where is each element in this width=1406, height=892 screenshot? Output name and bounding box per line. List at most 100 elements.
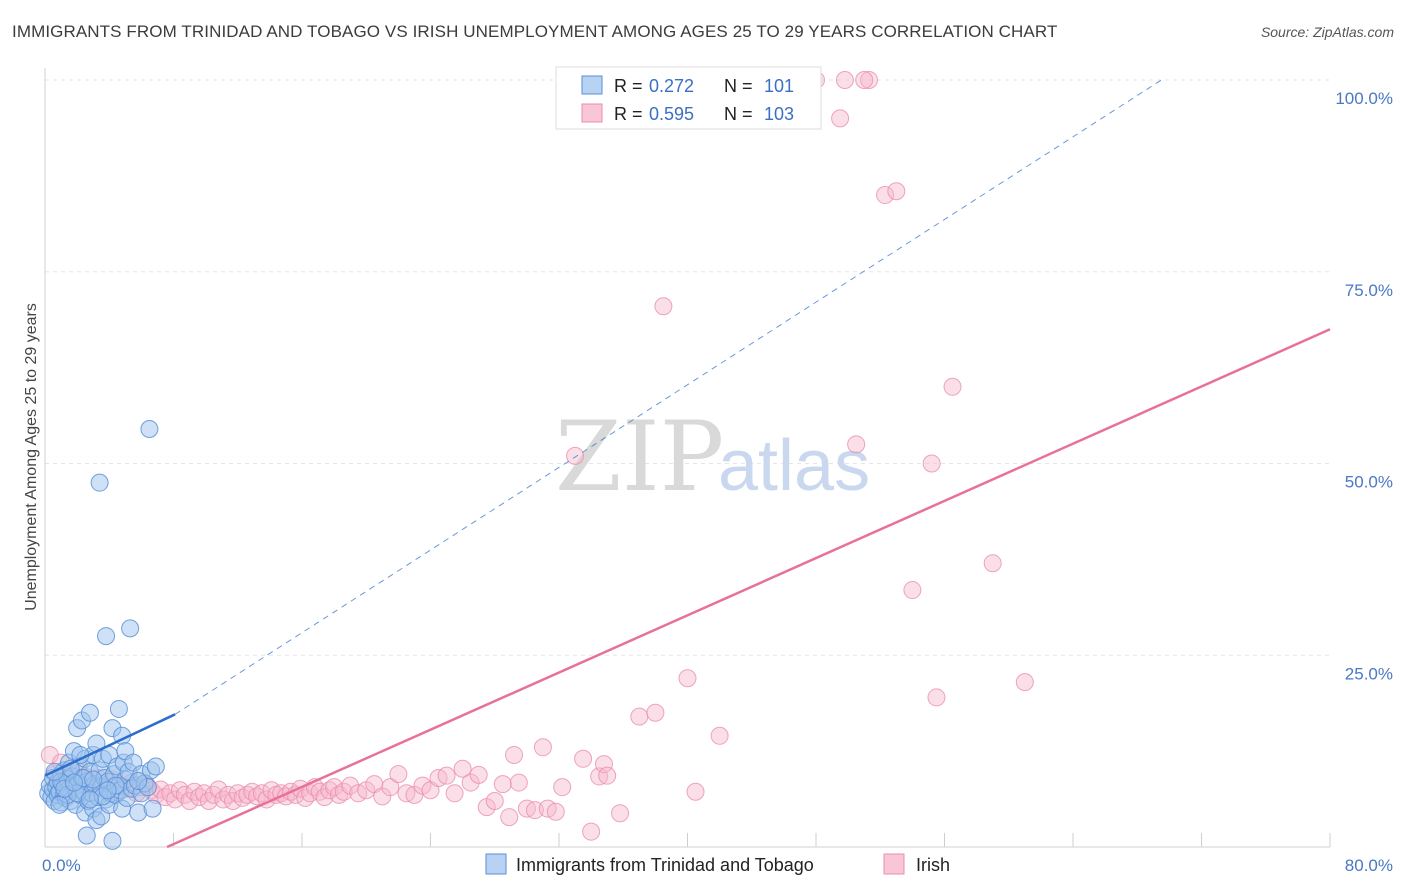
x-tick-label-1: 80.0%: [1345, 856, 1393, 875]
source-label: Source: ZipAtlas.com: [1260, 24, 1394, 40]
point-irish-92: [566, 446, 585, 465]
legend-r-value-2: 0.595: [649, 104, 694, 124]
point-irish-108: [847, 435, 866, 454]
legend-n-label-2: N =: [724, 104, 753, 124]
point-irish-55: [301, 784, 320, 803]
point-irish-106: [831, 109, 850, 128]
point-irish-109: [860, 71, 879, 89]
point-irish-103: [686, 782, 705, 801]
point-trinidad-98: [80, 790, 99, 809]
point-irish-69: [389, 765, 408, 784]
point-irish-68: [381, 778, 400, 797]
trend-irish: [166, 328, 1331, 849]
series-legend-label-irish: Irish: [916, 855, 950, 875]
point-irish-45: [252, 784, 271, 803]
trend-trinidad-extension: [174, 79, 1162, 715]
point-trinidad-36: [80, 703, 99, 722]
legend-n-value-2: 103: [764, 104, 794, 124]
point-irish-98: [611, 804, 630, 823]
point-irish-87: [525, 801, 544, 820]
point-irish-96: [594, 755, 613, 774]
point-irish-82: [493, 775, 512, 794]
point-irish-38: [219, 785, 238, 804]
point-irish-101: [654, 297, 673, 316]
point-irish-99: [630, 707, 649, 726]
point-irish-111: [887, 182, 906, 201]
point-irish-115: [943, 377, 962, 396]
series-legend-swatch-irish: [883, 853, 905, 875]
point-irish-41: [233, 788, 252, 807]
trend-lines: [44, 79, 1331, 849]
point-trinidad-83: [146, 757, 165, 776]
point-irish-114: [927, 688, 946, 707]
point-irish-118: [855, 71, 874, 89]
point-irish-31: [185, 782, 204, 801]
point-irish-30: [180, 791, 199, 810]
point-irish-34: [199, 791, 218, 810]
point-irish-29: [175, 785, 194, 804]
trend-trinidad: [44, 713, 176, 777]
point-trinidad-80: [140, 419, 159, 438]
point-trinidad-51: [97, 627, 116, 646]
point-irish-112: [903, 581, 922, 600]
point-trinidad-90: [50, 795, 69, 814]
point-irish-57: [310, 782, 329, 801]
point-irish-104: [710, 726, 729, 745]
legend-swatch-pink: [581, 103, 603, 123]
point-irish-27: [166, 790, 185, 809]
legend-swatch-blue: [581, 75, 603, 95]
correlation-legend: R = 0.272 N = 101 R = 0.595 N = 103: [555, 66, 822, 130]
point-irish-59: [320, 781, 339, 800]
point-irish-110: [876, 186, 895, 205]
x-tick-label-0: 0.0%: [42, 856, 81, 875]
series-legend-label-trinidad: Immigrants from Trinidad and Tobago: [516, 855, 814, 875]
legend-n-value-1: 101: [764, 76, 794, 96]
point-irish-93: [574, 749, 593, 768]
point-irish-100: [646, 703, 665, 722]
chart-title: IMMIGRANTS FROM TRINIDAD AND TOBAGO VS I…: [12, 22, 1058, 41]
point-trinidad-62: [109, 699, 128, 718]
watermark: ZIP atlas: [555, 401, 870, 513]
legend-n-label-1: N =: [724, 76, 753, 96]
point-trinidad-97: [129, 772, 148, 791]
point-irish-94: [582, 822, 601, 841]
point-irish-42: [238, 785, 257, 804]
y-tick-label-2: 75.0%: [1345, 281, 1393, 300]
point-irish-76: [445, 784, 464, 803]
point-irish-77: [453, 759, 472, 778]
point-irish-35: [204, 785, 223, 804]
y-tick-label-3: 100.0%: [1335, 89, 1393, 108]
point-irish-85: [509, 773, 528, 792]
point-trinidad-34: [77, 826, 96, 845]
point-irish-90: [546, 802, 565, 821]
y-axis-label: Unemployment Among Ages 25 to 29 years: [23, 303, 40, 611]
y-axis-title: Unemployment Among Ages 25 to 29 years: [23, 303, 40, 611]
point-trinidad-57: [103, 831, 122, 850]
point-trinidad-99: [98, 781, 117, 800]
series-legend-swatch-trinidad: [485, 853, 507, 875]
point-irish-75: [437, 766, 456, 785]
series-legend: Immigrants from Trinidad and Tobago Iris…: [485, 853, 950, 875]
point-irish-79: [469, 765, 488, 784]
y-tick-label-0: 25.0%: [1345, 664, 1393, 683]
axis-ticks: 25.0% 50.0% 75.0% 100.0% 0.0% 80.0%: [42, 89, 1393, 875]
y-tick-label-1: 50.0%: [1345, 473, 1393, 492]
point-irish-26: [161, 784, 180, 803]
point-irish-117: [1015, 673, 1034, 692]
point-irish-36: [209, 780, 228, 799]
point-irish-91: [553, 778, 572, 797]
point-trinidad-100: [64, 773, 83, 792]
point-trinidad-82: [143, 799, 162, 818]
legend-r-value-1: 0.272: [649, 76, 694, 96]
point-irish-84: [505, 745, 524, 764]
point-irish-113: [922, 454, 941, 473]
point-trinidad-71: [121, 619, 140, 638]
series-irish-points: [40, 71, 1034, 841]
legend-r-label-2: R =: [614, 104, 643, 124]
watermark-atlas-text: atlas: [718, 426, 870, 506]
point-irish-83: [500, 808, 519, 827]
point-irish-97: [598, 766, 617, 785]
point-irish-116: [983, 554, 1002, 573]
point-irish-102: [678, 669, 697, 688]
